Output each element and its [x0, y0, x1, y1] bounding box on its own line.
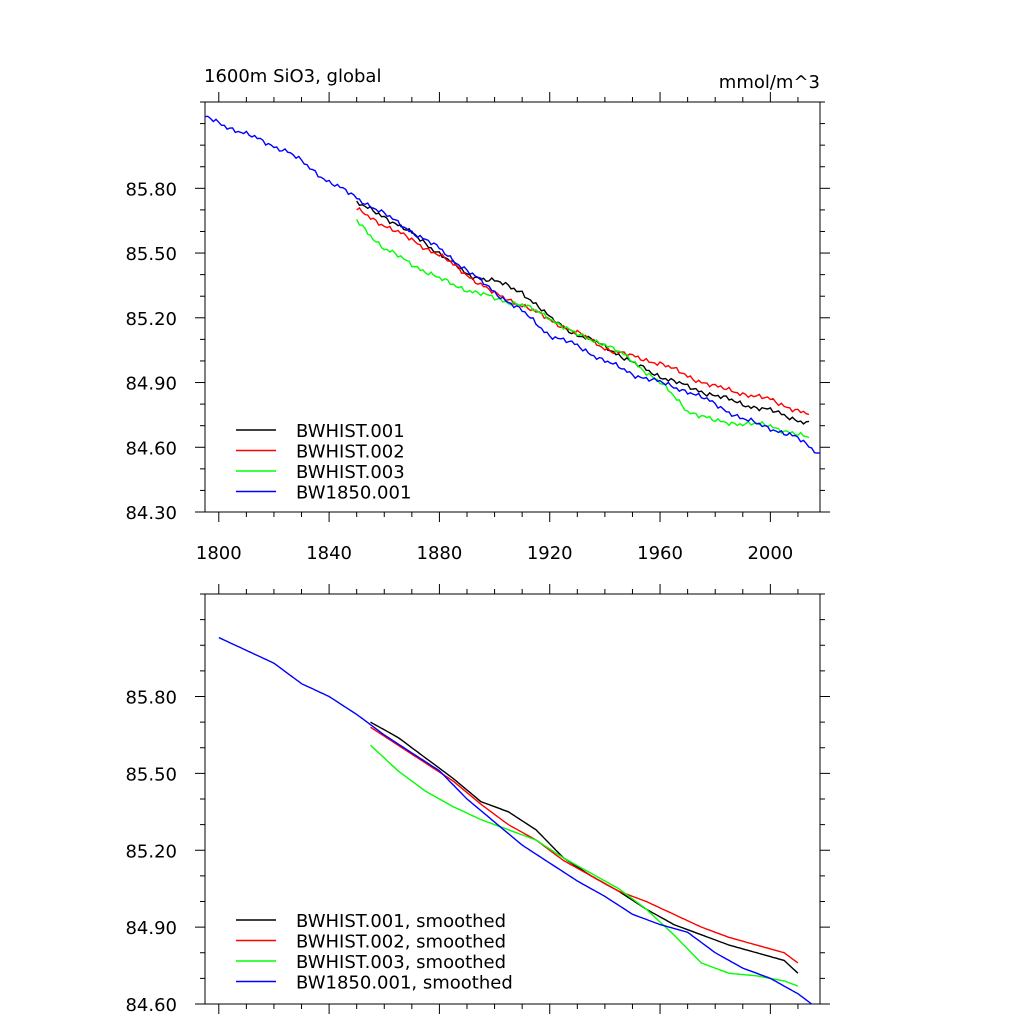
y-tick-label: 85.80 — [125, 179, 177, 200]
y-tick-label: 84.90 — [125, 918, 177, 939]
series-line-bwhist-003 — [356, 219, 810, 439]
y-tick-label: 85.20 — [125, 309, 177, 330]
chart-title: 1600m SiO3, global — [204, 66, 381, 87]
legend-label: BW1850.001 — [296, 483, 411, 504]
plot-frame — [204, 101, 821, 513]
legend-label: BWHIST.002, smoothed — [296, 932, 506, 953]
legend-label: BWHIST.002 — [296, 442, 405, 463]
y-tick-label: 84.60 — [125, 438, 177, 459]
y-tick-label: 85.50 — [125, 764, 177, 785]
x-tick-label: 1920 — [527, 543, 573, 564]
legend-label: BWHIST.003, smoothed — [296, 952, 506, 973]
top-plot: 1800 1840 1880 1920 1960 2000 84.30 84.60 84.90 8… — [125, 92, 830, 564]
y-tick-label: 84.90 — [125, 374, 177, 395]
bottom-plot: 84.60 84.90 85.20 85.50 85.80 BWHIST.001, smo… — [125, 584, 830, 1016]
series-line-bwhist-003-smoothed — [370, 744, 799, 987]
legend-label: BW1850.001, smoothed — [296, 973, 513, 994]
x-tick-label: 1880 — [417, 543, 463, 564]
legend-label: BWHIST.001, smoothed — [296, 911, 506, 932]
series-line-bwhist-001 — [356, 200, 810, 425]
y-tick-label: 85.50 — [125, 244, 177, 265]
x-tick-label: 1840 — [306, 543, 352, 564]
units-label: mmol/m^3 — [719, 72, 820, 93]
x-tick-label: 2000 — [747, 543, 793, 564]
series-line-bw1850-001-smoothed — [218, 636, 813, 1004]
y-tick-label: 84.30 — [125, 503, 177, 524]
legend-label: BWHIST.001 — [296, 421, 405, 442]
x-tick-label: 1800 — [196, 543, 242, 564]
series-line-bwhist-002 — [356, 206, 810, 416]
series-line-bw1850-001 — [205, 115, 820, 454]
y-tick-label: 84.60 — [125, 995, 177, 1016]
y-tick-label: 85.80 — [125, 688, 177, 709]
y-tick-label: 85.20 — [125, 841, 177, 862]
legend-label: BWHIST.003 — [296, 462, 405, 483]
x-tick-label: 1960 — [637, 543, 683, 564]
